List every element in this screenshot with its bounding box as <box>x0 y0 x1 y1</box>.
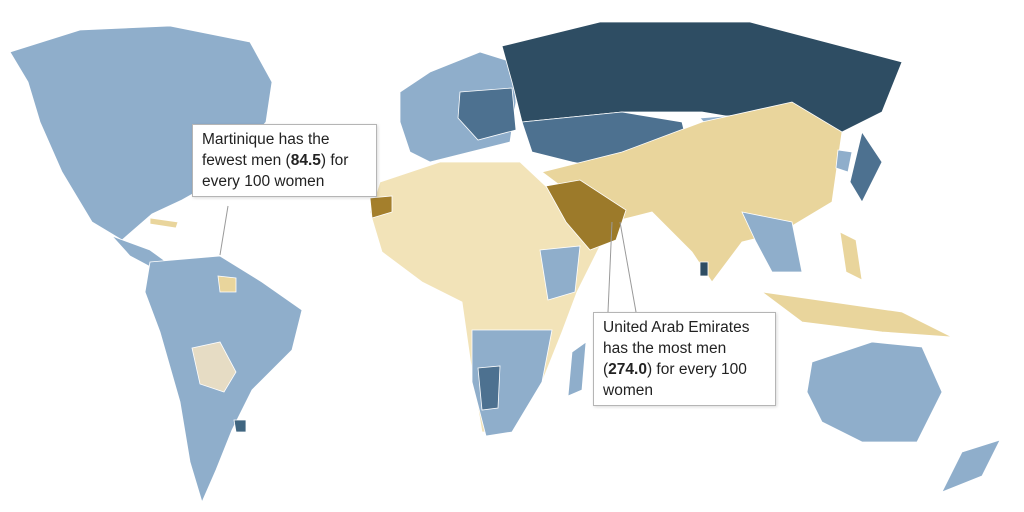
new-zealand <box>941 439 1001 493</box>
madagascar <box>567 341 587 397</box>
callout-value: 274.0 <box>608 361 647 378</box>
southern-africa <box>471 329 553 437</box>
eastern-europe <box>457 87 517 141</box>
greenland <box>261 5 381 93</box>
leader-line <box>219 205 229 256</box>
korea <box>835 149 853 173</box>
leader-lines <box>219 205 637 313</box>
western-sahara <box>369 195 393 219</box>
east-africa <box>539 245 581 301</box>
callout-text: ) for every 100 women <box>202 152 349 190</box>
indonesia <box>761 291 953 338</box>
caribbean <box>149 217 179 229</box>
callout-text: Martinique has the fewest men ( <box>202 131 330 169</box>
callout-uae: United Arab Emirates has the most men (2… <box>593 312 776 406</box>
bolivia <box>191 341 237 393</box>
callout-text: United Arab Emirates has the most men ( <box>603 319 750 378</box>
uruguay <box>233 419 247 433</box>
countries <box>9 5 1001 504</box>
namibia <box>477 365 501 411</box>
arabia <box>545 179 627 251</box>
southeast-asia <box>741 211 803 273</box>
philippines <box>839 231 863 281</box>
guiana <box>217 275 237 293</box>
callout-martinique: Martinique has the fewest men (84.5) for… <box>192 124 377 197</box>
sri-lanka <box>699 261 709 277</box>
leader-line <box>619 221 637 313</box>
japan <box>849 131 883 203</box>
russia <box>501 21 903 133</box>
callout-text: ) for every 100 women <box>603 361 747 399</box>
leader-line <box>607 221 613 313</box>
australia <box>806 341 943 443</box>
callout-value: 84.5 <box>290 152 321 169</box>
